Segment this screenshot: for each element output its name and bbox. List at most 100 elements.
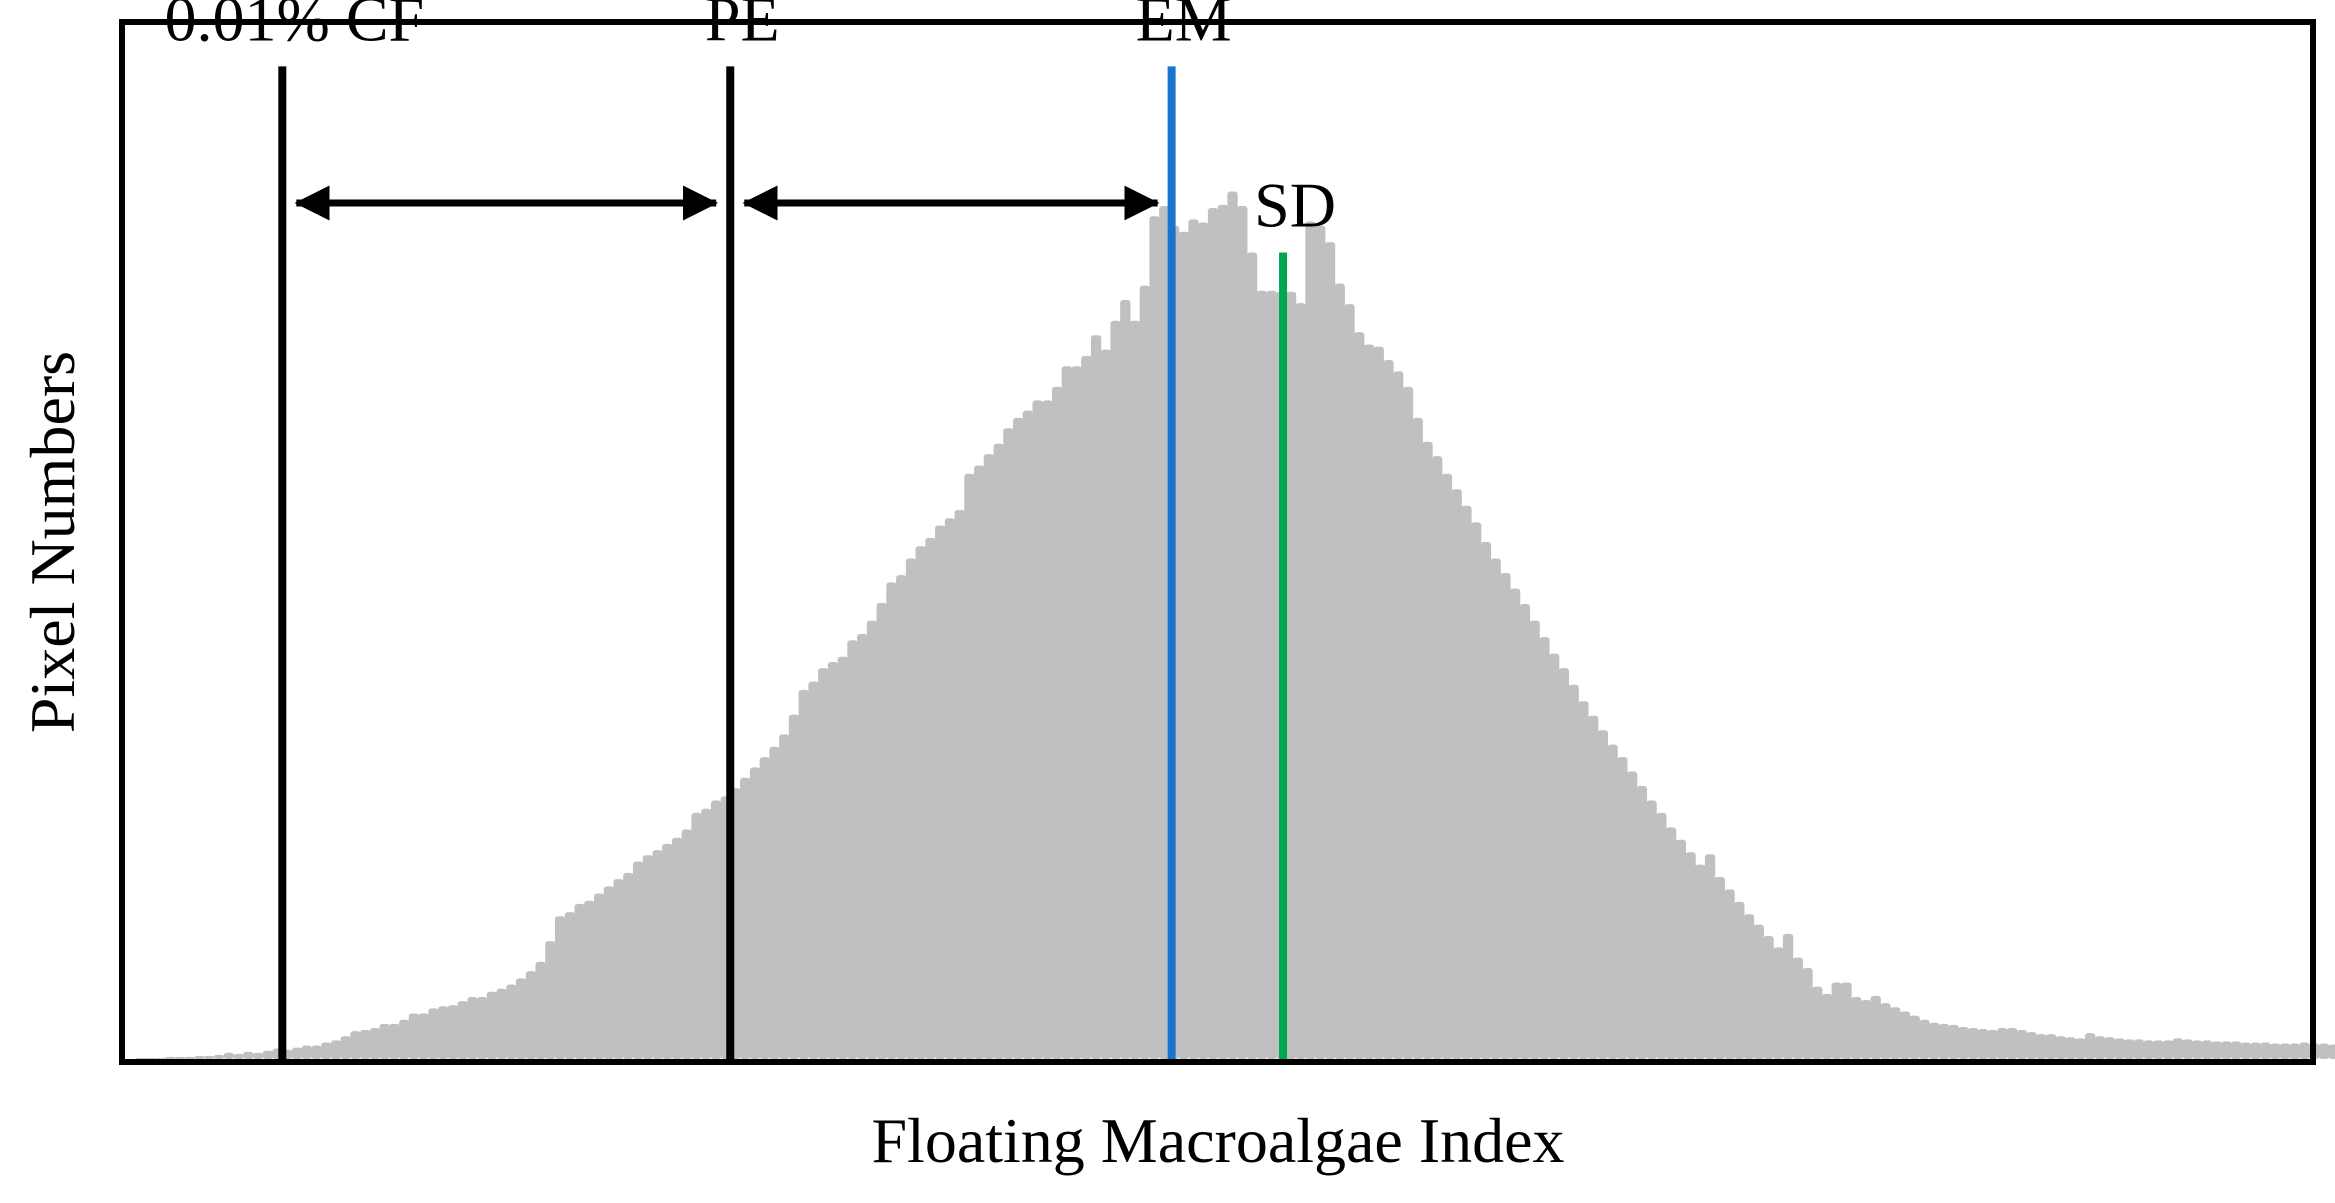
histogram-bar xyxy=(662,843,673,1059)
histogram-bar xyxy=(1461,505,1472,1059)
histogram-bar xyxy=(252,1052,264,1059)
histogram-bar xyxy=(1636,786,1648,1059)
histogram-bar xyxy=(1266,290,1277,1059)
histogram-bar xyxy=(1383,360,1394,1059)
histogram-bar xyxy=(1870,995,1881,1059)
y-axis-label: Pixel Numbers xyxy=(17,351,88,733)
histogram-bar xyxy=(2026,1032,2037,1059)
histogram-bar xyxy=(301,1045,312,1059)
histogram-bar xyxy=(135,1057,147,1059)
histogram-bar xyxy=(545,941,556,1059)
histogram-bar xyxy=(1178,231,1189,1060)
histogram-bar xyxy=(1919,1019,1930,1059)
threshold-label-3: EM xyxy=(1136,0,1232,54)
histogram-bar xyxy=(438,1006,449,1059)
histogram-bar xyxy=(1548,653,1560,1059)
histogram-bar xyxy=(1568,684,1579,1059)
histogram-bar xyxy=(710,800,722,1059)
histogram-bar xyxy=(2192,1040,2203,1059)
histogram-bar xyxy=(788,714,800,1059)
histogram-bar xyxy=(740,777,751,1059)
histogram-bar xyxy=(399,1019,410,1059)
histogram-bar xyxy=(1860,1000,1872,1059)
histogram-bar xyxy=(2240,1042,2252,1059)
histogram-bar xyxy=(1393,371,1404,1059)
histogram-bar xyxy=(564,912,576,1059)
x-axis-label: Floating Macroalgae Index xyxy=(871,1105,1564,1176)
histogram-bar xyxy=(1422,441,1433,1059)
histogram-bar xyxy=(2211,1041,2222,1059)
histogram-bar xyxy=(2075,1038,2086,1059)
histogram-bar xyxy=(2299,1042,2310,1059)
histogram-bar xyxy=(1315,225,1326,1060)
histogram-bar xyxy=(1665,827,1677,1059)
histogram-bar xyxy=(2279,1043,2291,1059)
histogram-bar xyxy=(418,1013,429,1059)
histogram-bar xyxy=(408,1013,420,1059)
histogram-bar xyxy=(2221,1041,2232,1059)
histogram-bar xyxy=(1071,366,1082,1060)
histogram-bar xyxy=(155,1057,166,1059)
histogram-bar xyxy=(291,1047,303,1059)
histogram-bar xyxy=(389,1023,400,1059)
histogram-bar xyxy=(321,1042,332,1059)
histogram-bar xyxy=(2045,1034,2057,1059)
histogram-bar xyxy=(2006,1027,2018,1059)
threshold-label-1: 0.01% CF xyxy=(165,0,425,54)
histogram-bar xyxy=(769,746,780,1059)
histogram-bar xyxy=(808,681,819,1059)
histogram-bar xyxy=(1022,410,1034,1059)
histogram-bars xyxy=(135,191,2335,1060)
histogram-bar xyxy=(1412,417,1423,1059)
histogram-bar xyxy=(477,996,488,1059)
histogram-bar xyxy=(584,900,595,1059)
histogram-bar xyxy=(1763,935,1774,1059)
histogram-bar xyxy=(2270,1043,2281,1059)
histogram-bar xyxy=(1626,771,1638,1059)
histogram-bar xyxy=(467,996,478,1059)
histogram-bar xyxy=(681,829,692,1059)
histogram-bar xyxy=(993,443,1004,1059)
histogram-bar xyxy=(603,886,615,1059)
histogram-bar xyxy=(1198,222,1209,1060)
histogram-bar xyxy=(2016,1030,2028,1059)
histogram-bar xyxy=(1471,522,1482,1059)
histogram-bar xyxy=(165,1056,176,1059)
histogram-bar xyxy=(1159,205,1170,1059)
histogram-bar xyxy=(2250,1042,2261,1059)
histogram-bar xyxy=(1753,924,1764,1059)
histogram-bar xyxy=(1782,933,1794,1059)
histogram-bar xyxy=(369,1027,381,1059)
histogram-bar xyxy=(1188,219,1199,1059)
histogram-bar xyxy=(613,879,624,1059)
histogram-bar xyxy=(2162,1040,2174,1059)
histogram-bar xyxy=(1402,386,1414,1059)
histogram-bar xyxy=(506,984,517,1059)
histogram-bar xyxy=(905,558,917,1059)
histogram-bar xyxy=(1578,701,1589,1059)
histogram-bar xyxy=(886,582,897,1059)
threshold-label-4: SD xyxy=(1254,169,1336,240)
histogram-bar xyxy=(1120,300,1131,1059)
histogram-bar xyxy=(2104,1037,2115,1059)
histogram-bar xyxy=(1090,335,1102,1059)
histogram-bar xyxy=(1081,355,1092,1059)
histogram-bar xyxy=(642,855,654,1059)
histogram-bar xyxy=(623,872,634,1059)
histogram-bar xyxy=(925,537,936,1059)
threshold-labels: 0.01% CF PE EM SD xyxy=(165,0,1336,240)
threshold-label-2: PE xyxy=(705,0,780,54)
histogram-bar xyxy=(964,473,975,1059)
histogram-bar xyxy=(515,978,527,1059)
histogram-bar xyxy=(1968,1027,1979,1059)
histogram-bar xyxy=(486,991,498,1059)
histogram-bar xyxy=(2065,1037,2076,1059)
histogram-bar xyxy=(1802,968,1813,1059)
histogram-bar xyxy=(1743,914,1755,1059)
histogram-bar xyxy=(311,1045,322,1059)
histogram-bar xyxy=(759,757,770,1059)
histogram-bar xyxy=(1929,1022,1940,1059)
histogram-bar xyxy=(535,961,546,1059)
histogram-bar xyxy=(1051,386,1063,1059)
